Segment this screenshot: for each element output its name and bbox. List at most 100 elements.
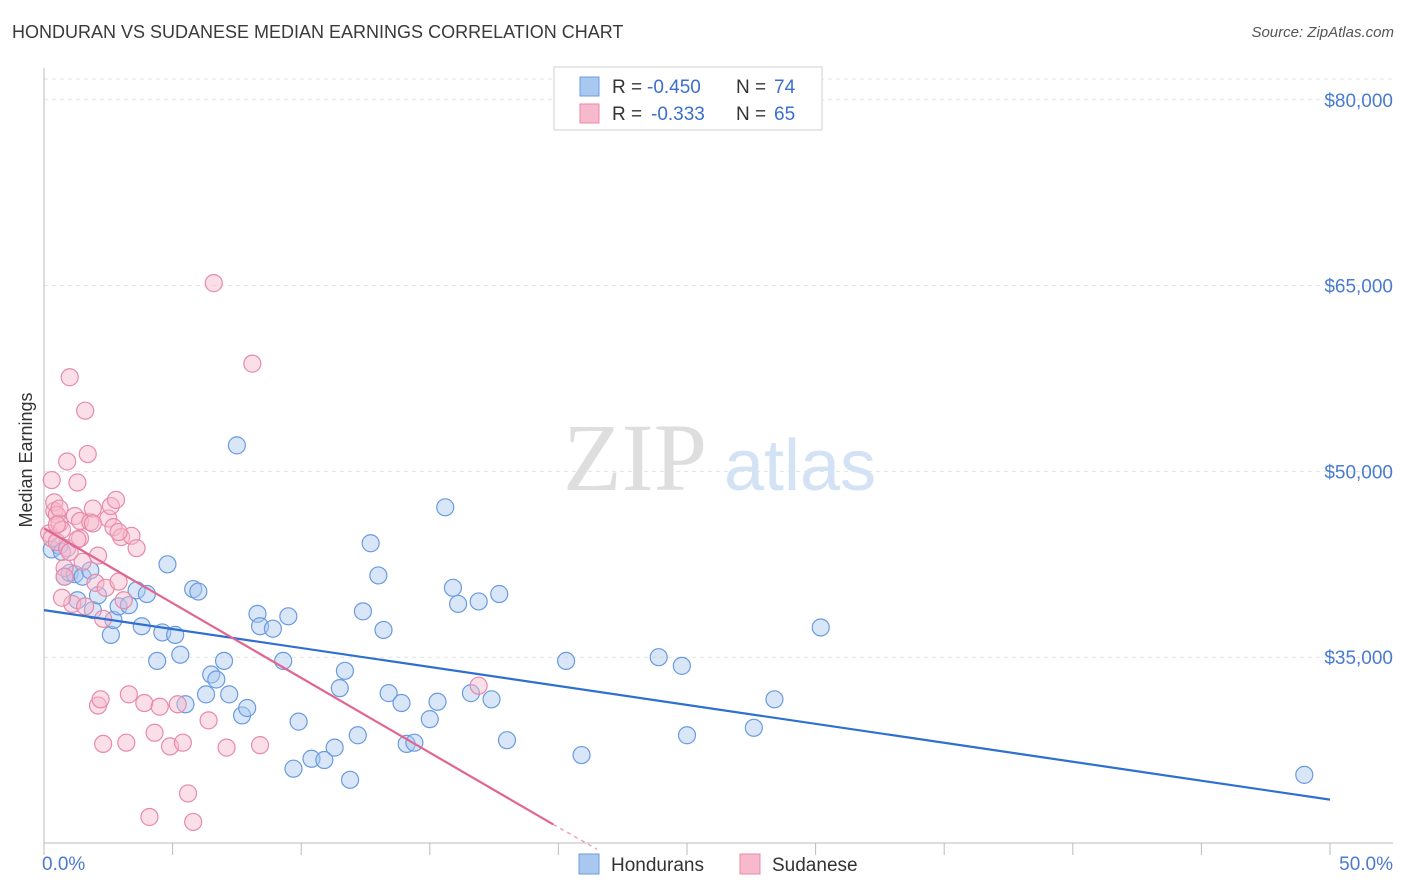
data-point-hondurans — [461, 684, 481, 703]
x-tick-labels: 0.0% 50.0% — [42, 854, 1393, 875]
data-point-hondurans — [279, 607, 298, 626]
data-point-hondurans — [572, 745, 591, 765]
legend-series: Hondurans Sudanese — [578, 853, 858, 876]
data-point-hondurans — [207, 670, 226, 689]
x-tick-label-left: 0.0% — [42, 854, 85, 875]
data-point-sudanese — [109, 572, 128, 591]
data-point-sudanese — [145, 723, 164, 742]
data-point-sudanese — [83, 499, 102, 518]
data-point-sudanese — [243, 354, 262, 373]
data-point-hondurans — [171, 645, 190, 664]
data-point-sudanese — [83, 514, 102, 533]
data-point-sudanese — [91, 690, 110, 709]
data-point-hondurans — [490, 584, 509, 604]
legend-stats: R = -0.450 N = 74 R = -0.333 N = 65 — [553, 66, 823, 131]
data-point-sudanese — [119, 685, 138, 704]
data-point-hondurans — [158, 555, 177, 574]
data-point-sudanese — [173, 733, 192, 752]
data-point-hondurans — [744, 718, 763, 737]
data-point-hondurans — [325, 738, 344, 757]
data-point-hondurans — [335, 661, 355, 680]
legend-n-label-sudanese: N = — [736, 104, 766, 125]
legend-r-value-hondurans: -0.450 — [647, 77, 701, 98]
data-point-sudanese — [106, 490, 126, 509]
data-point-sudanese — [65, 506, 84, 526]
data-point-sudanese — [52, 588, 72, 607]
data-point-hondurans — [497, 731, 517, 750]
data-point-hondurans — [369, 566, 388, 585]
data-point-hondurans — [443, 578, 463, 597]
legend-n-label-hondurans: N = — [736, 77, 766, 98]
data-point-sudanese — [250, 736, 270, 755]
data-point-hondurans — [302, 749, 321, 768]
y-tick-labels: $35,000 $50,000 $65,000 $80,000 — [1324, 91, 1393, 669]
legend-r-label-sudanese: R = — [612, 104, 642, 125]
data-points — [40, 274, 1314, 832]
y-tick-label: $80,000 — [1324, 91, 1393, 112]
legend-r-label-hondurans: R = — [612, 77, 642, 98]
legend-bottom-label-hondurans: Hondurans — [611, 855, 704, 876]
data-point-hondurans — [227, 436, 246, 455]
data-point-hondurans — [315, 750, 334, 770]
data-point-hondurans — [202, 665, 221, 684]
trend-line-hondurans — [43, 609, 1331, 801]
data-point-hondurans — [220, 685, 239, 704]
data-point-hondurans — [361, 534, 380, 553]
data-point-sudanese — [73, 552, 92, 571]
data-point-hondurans — [482, 690, 501, 709]
data-point-hondurans — [469, 592, 488, 611]
data-point-hondurans — [176, 695, 195, 714]
legend-bottom-label-sudanese: Sudanese — [772, 855, 858, 876]
data-point-hondurans — [392, 693, 411, 713]
watermark-atlas: atlas — [724, 426, 876, 506]
data-point-hondurans — [420, 710, 439, 729]
data-point-sudanese — [199, 711, 218, 730]
data-point-sudanese — [94, 734, 113, 754]
data-point-hondurans — [284, 759, 303, 778]
data-point-hondurans — [340, 770, 360, 789]
data-point-hondurans — [148, 651, 167, 671]
axes — [43, 68, 1393, 855]
data-point-hondurans — [649, 648, 668, 667]
data-point-hondurans — [448, 594, 468, 614]
data-point-sudanese — [55, 567, 74, 586]
trend-line-sudanese — [43, 527, 554, 826]
watermark-zip: ZIP — [563, 404, 707, 511]
trend-lines — [43, 527, 1331, 850]
data-point-hondurans — [330, 679, 349, 698]
data-point-sudanese — [68, 473, 87, 492]
data-point-hondurans — [1295, 765, 1314, 784]
data-point-sudanese — [140, 807, 159, 827]
data-point-sudanese — [127, 539, 146, 558]
data-point-hondurans — [672, 656, 691, 675]
x-tick-label-right: 50.0% — [1339, 854, 1393, 875]
data-point-sudanese — [204, 274, 223, 293]
data-point-hondurans — [196, 685, 216, 704]
data-point-sudanese — [42, 470, 61, 490]
legend-swatch-hondurans — [579, 76, 600, 97]
legend-swatch-sudanese — [579, 103, 600, 124]
data-point-hondurans — [379, 684, 398, 703]
data-point-hondurans — [214, 651, 234, 671]
legend-bottom-swatch-hondurans — [578, 853, 600, 875]
data-point-hondurans — [263, 619, 283, 638]
watermark: ZIP atlas — [563, 404, 876, 511]
data-point-sudanese — [150, 697, 169, 716]
data-point-hondurans — [189, 582, 208, 601]
data-point-hondurans — [289, 712, 308, 731]
data-point-sudanese — [469, 676, 488, 695]
data-point-hondurans — [353, 602, 373, 621]
data-point-sudanese — [78, 444, 97, 464]
legend-n-value-sudanese: 65 — [774, 104, 795, 125]
data-point-hondurans — [119, 596, 138, 615]
chart-source: Source: ZipAtlas.com — [1251, 24, 1394, 41]
legend-n-value-hondurans: 74 — [774, 77, 796, 98]
chart-title: HONDURAN VS SUDANESE MEDIAN EARNINGS COR… — [12, 22, 624, 42]
data-point-hondurans — [101, 625, 120, 644]
data-point-sudanese — [104, 518, 123, 537]
data-point-hondurans — [765, 690, 784, 709]
trend-line-extension-sudanese — [552, 823, 598, 850]
data-point-hondurans — [557, 651, 576, 671]
data-point-sudanese — [50, 499, 69, 518]
